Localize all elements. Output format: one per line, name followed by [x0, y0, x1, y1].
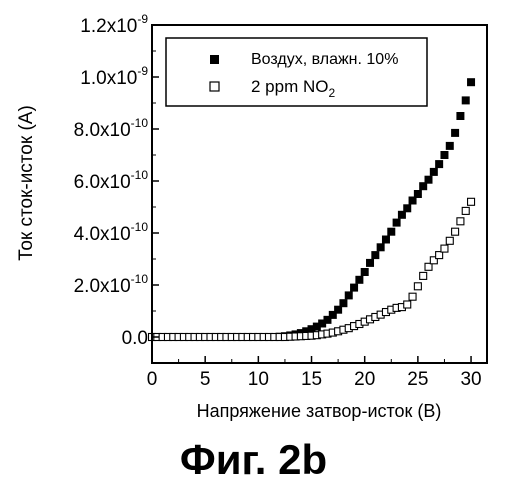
data-point [430, 168, 438, 176]
data-point [452, 228, 459, 235]
x-tick-label: 0 [147, 369, 158, 390]
data-point [350, 284, 358, 292]
y-tick-label-mantissa: 0.0 [122, 328, 148, 349]
y-tick-label: 0.0 [122, 328, 148, 349]
series-air [148, 78, 475, 341]
y-tick-label-mantissa: 1.0x10 [80, 68, 137, 89]
data-point [436, 252, 443, 259]
legend: Воздух, влажн. 10% 2 ppm NO2 [166, 38, 427, 106]
figure-caption: Фиг. 2b [0, 436, 507, 484]
data-point [403, 204, 411, 212]
data-point [441, 245, 448, 252]
data-point [462, 96, 470, 104]
data-point [414, 283, 421, 290]
data-point [420, 272, 427, 279]
y-tick-label-mantissa: 2.0x10 [74, 276, 131, 297]
data-point [339, 299, 347, 307]
legend-marker-open-square [210, 82, 219, 91]
y-tick-label: 2.0x10-10 [74, 272, 149, 297]
data-point [361, 268, 369, 276]
y-tick-label-exponent: -9 [137, 64, 148, 78]
legend-label-no2-subscript: 2 [328, 86, 335, 100]
data-point [446, 237, 453, 244]
data-point [446, 142, 454, 150]
y-tick-label-exponent: -10 [131, 116, 149, 130]
y-tick-label-mantissa: 6.0x10 [74, 172, 131, 193]
data-point [457, 218, 464, 225]
data-point [345, 291, 353, 299]
data-point [377, 243, 385, 251]
data-point [425, 176, 433, 184]
y-tick-label-mantissa: 1.2x10 [80, 16, 137, 37]
x-tick-label: 15 [301, 369, 322, 390]
y-tick-label: 1.0x10-9 [80, 64, 148, 89]
data-point [435, 160, 443, 168]
x-tick-label: 5 [200, 369, 211, 390]
data-point [462, 207, 469, 214]
y-tick-label: 6.0x10-10 [74, 168, 149, 193]
data-point [468, 198, 475, 205]
data-point [393, 219, 401, 227]
y-tick-label: 1.2x10-9 [80, 12, 148, 37]
data-point [440, 151, 448, 159]
y-tick-label: 8.0x10-10 [74, 116, 149, 141]
y-tick-label-exponent: -10 [131, 272, 149, 286]
data-point [456, 112, 464, 120]
y-axis-label: Ток сток-исток (А) [16, 105, 37, 261]
data-point [387, 228, 395, 236]
x-tick-label: 10 [248, 369, 269, 390]
y-tick-label-mantissa: 8.0x10 [74, 120, 131, 141]
data-point [409, 293, 416, 300]
legend-label-no2-main: 2 ppm NO [251, 77, 328, 96]
data-point [451, 129, 459, 137]
y-tick-label: 4.0x10-10 [74, 220, 149, 245]
y-tick-label-exponent: -10 [131, 220, 149, 234]
y-tick-label-exponent: -10 [131, 168, 149, 182]
x-tick-label: 30 [460, 369, 481, 390]
legend-label-air: Воздух, влажн. 10% [251, 51, 398, 68]
x-tick-label: 25 [407, 369, 428, 390]
data-point [467, 78, 475, 86]
data-point [414, 190, 422, 198]
chart: 0510152025300.02.0x10-104.0x10-106.0x10-… [0, 0, 507, 440]
data-marks [148, 78, 475, 341]
y-tick-label-exponent: -9 [137, 12, 148, 26]
x-axis-label: Напряжение затвор-исток (В) [197, 401, 442, 421]
data-point [355, 276, 363, 284]
series-no2 [149, 198, 475, 340]
data-point [366, 259, 374, 267]
data-point [404, 301, 411, 308]
data-point [371, 251, 379, 259]
legend-marker-filled-square [210, 55, 219, 64]
x-tick-label: 20 [354, 369, 375, 390]
data-point [382, 236, 390, 244]
y-tick-label-mantissa: 4.0x10 [74, 224, 131, 245]
